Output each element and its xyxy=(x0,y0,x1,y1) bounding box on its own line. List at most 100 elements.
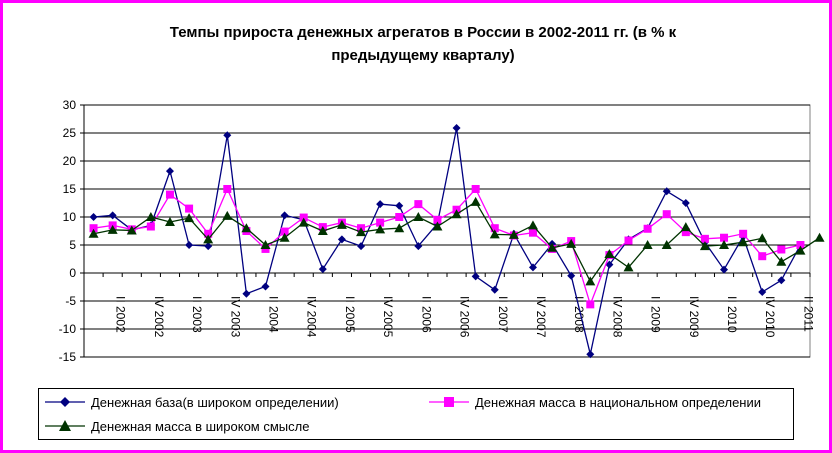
data-point-series-1 xyxy=(490,285,499,294)
data-point-series-1 xyxy=(223,131,232,140)
data-point-series-2 xyxy=(720,233,729,242)
data-point-series-2 xyxy=(490,224,499,233)
data-point-series-3 xyxy=(107,224,118,234)
x-tick-label: II 2010 xyxy=(725,296,739,333)
data-point-series-3 xyxy=(298,217,309,227)
y-tick-label: 15 xyxy=(63,182,77,196)
legend-entry-series-3: Денежная масса в широком смысле xyxy=(45,416,309,436)
data-point-series-2 xyxy=(662,210,671,219)
data-point-series-3 xyxy=(776,256,787,266)
data-point-series-3 xyxy=(126,225,137,235)
data-point-series-3 xyxy=(260,240,271,249)
legend-entry-series-2: Денежная масса в национальном определени… xyxy=(429,392,761,412)
data-point-series-2 xyxy=(185,204,194,213)
data-point-series-1 xyxy=(528,263,537,272)
data-point-series-3 xyxy=(527,220,538,230)
chart-title: Темпы прироста денежных агрегатов в Росс… xyxy=(63,21,783,67)
data-point-series-1 xyxy=(471,272,480,281)
data-point-series-2 xyxy=(204,229,213,238)
data-point-series-2 xyxy=(586,300,595,309)
data-point-series-3 xyxy=(795,245,806,255)
data-point-series-3 xyxy=(489,229,500,239)
data-point-series-3 xyxy=(680,222,691,232)
data-point-series-1 xyxy=(414,242,423,251)
data-point-series-1 xyxy=(605,260,614,269)
x-tick-label: IV 2004 xyxy=(305,296,319,338)
data-point-series-3 xyxy=(470,196,481,206)
data-point-series-3 xyxy=(317,226,328,235)
data-point-series-2 xyxy=(165,190,174,199)
data-point-series-1 xyxy=(662,187,671,196)
data-point-series-1 xyxy=(185,241,194,249)
data-point-series-2 xyxy=(681,228,690,237)
data-point-series-3 xyxy=(413,212,424,221)
data-point-series-1 xyxy=(165,167,174,176)
data-point-series-1 xyxy=(681,199,690,207)
data-point-series-3 xyxy=(394,223,405,233)
legend-swatch-triangle xyxy=(45,420,85,431)
legend-label-series-2: Денежная масса в национальном определени… xyxy=(475,394,761,410)
data-point-series-1 xyxy=(567,271,576,280)
data-point-series-2 xyxy=(223,185,232,193)
legend-label-series-3: Денежная масса в широком смысле xyxy=(91,418,310,434)
data-point-series-2 xyxy=(146,222,155,231)
legend-label-series-1: Денежная база(в широком определении) xyxy=(91,394,339,410)
data-point-series-2 xyxy=(643,224,652,233)
data-point-series-2 xyxy=(739,229,748,238)
data-point-series-3 xyxy=(661,240,672,249)
data-point-series-3 xyxy=(699,241,710,251)
data-point-series-3 xyxy=(222,210,233,220)
chart-title-line-2: предыдущему кварталу) xyxy=(331,47,515,64)
data-point-series-2 xyxy=(414,200,423,209)
data-point-series-3 xyxy=(451,209,462,219)
data-point-series-2 xyxy=(777,245,786,254)
data-point-series-3 xyxy=(585,276,596,286)
y-tick-label: 10 xyxy=(63,210,77,224)
y-tick-label: 5 xyxy=(69,238,76,252)
x-tick-label: IV 2006 xyxy=(458,296,472,338)
y-tick-label: 20 xyxy=(63,154,77,168)
data-point-series-1 xyxy=(586,350,595,359)
x-tick-label: II 2005 xyxy=(343,296,357,333)
x-tick-label: II 2011 xyxy=(801,296,815,332)
x-tick-label: IV 2002 xyxy=(152,296,166,338)
data-point-series-3 xyxy=(642,240,653,249)
x-tick-label: IV 2009 xyxy=(687,296,701,338)
legend-entry-series-1: Денежная база(в широком определении) xyxy=(45,392,339,412)
data-point-series-1 xyxy=(261,282,270,291)
data-point-series-3 xyxy=(88,228,99,238)
data-point-series-3 xyxy=(547,242,558,252)
data-point-series-1 xyxy=(395,201,404,210)
data-point-series-2 xyxy=(471,185,480,193)
data-point-series-3 xyxy=(375,224,386,234)
data-point-series-2 xyxy=(89,224,98,233)
data-point-series-3 xyxy=(566,238,577,248)
x-tick-label: IV 2010 xyxy=(763,296,777,338)
x-tick-label: II 2003 xyxy=(190,296,204,333)
x-tick-label: II 2007 xyxy=(496,296,510,333)
data-point-series-1 xyxy=(318,265,327,274)
data-point-series-1 xyxy=(777,276,786,285)
data-point-series-3 xyxy=(145,212,156,221)
x-tick-label: IV 2003 xyxy=(228,296,242,338)
data-point-series-1 xyxy=(720,265,729,274)
data-point-series-3 xyxy=(203,234,214,244)
x-tick-label: II 2004 xyxy=(267,296,281,333)
data-point-series-2 xyxy=(299,213,308,222)
legend-swatch-diamond xyxy=(45,397,85,407)
y-tick-label: -10 xyxy=(59,322,77,336)
data-point-series-2 xyxy=(395,213,404,221)
data-point-series-3 xyxy=(719,240,730,249)
data-point-series-1 xyxy=(452,123,461,132)
y-tick-label: 25 xyxy=(63,126,77,140)
data-point-series-1 xyxy=(89,213,98,221)
data-point-series-2 xyxy=(433,215,442,224)
data-point-series-3 xyxy=(814,232,825,242)
data-point-series-3 xyxy=(623,262,634,272)
data-point-series-1 xyxy=(108,211,117,220)
data-point-series-3 xyxy=(757,233,768,243)
data-point-series-2 xyxy=(624,236,633,245)
data-point-series-1 xyxy=(242,289,251,298)
data-point-series-3 xyxy=(184,213,195,223)
